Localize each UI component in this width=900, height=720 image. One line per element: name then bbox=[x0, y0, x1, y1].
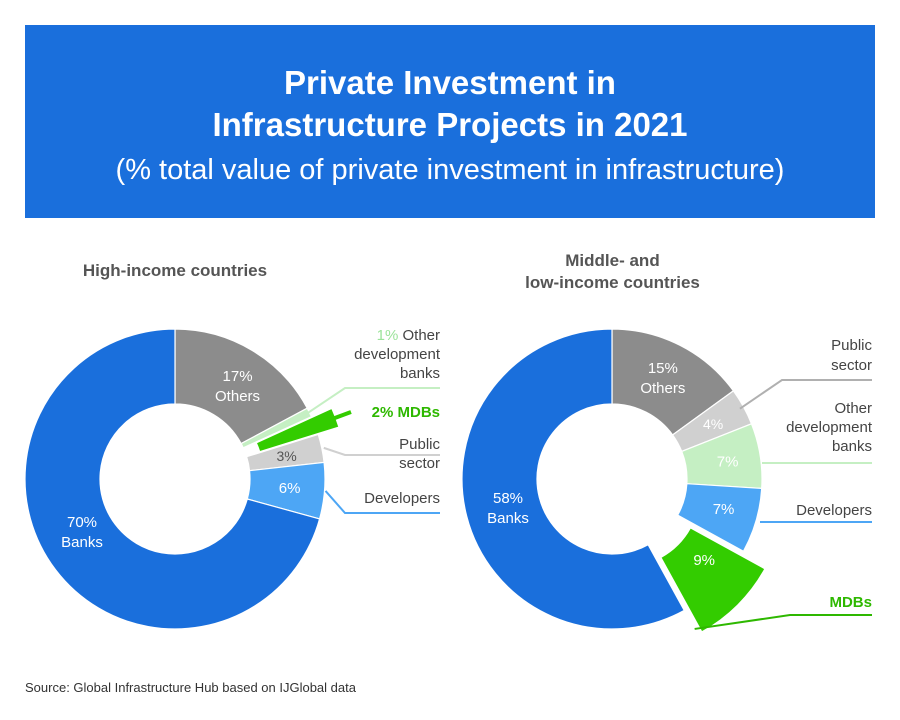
callout-public-sector-line1: Public bbox=[399, 436, 440, 453]
panel-title-line2: low-income countries bbox=[525, 273, 700, 292]
chart-title-line1: Private Investment in bbox=[284, 64, 616, 101]
label-name-banks: Banks bbox=[61, 534, 103, 551]
callout-other-dev-banks-line2: development bbox=[786, 419, 873, 436]
slice-mdbs bbox=[660, 527, 766, 633]
label-value-others: 17% bbox=[223, 368, 253, 385]
callout-developers: Developers bbox=[364, 490, 440, 507]
label-value-developers: 6% bbox=[279, 480, 301, 497]
label-value-banks: 58% bbox=[493, 490, 523, 507]
callout-public-sector-line1: Public bbox=[831, 337, 872, 354]
source-note: Source: Global Infrastructure Hub based … bbox=[25, 680, 356, 695]
label-value-banks: 70% bbox=[67, 514, 97, 531]
slice-other-development-banks bbox=[240, 407, 313, 449]
title-banner: Private Investment in Infrastructure Pro… bbox=[25, 25, 875, 218]
callout-line-public-sector bbox=[739, 379, 872, 410]
slice-banks bbox=[461, 328, 686, 630]
callout-other-dev-banks-line3: banks bbox=[400, 365, 440, 382]
callout-line-mdbs bbox=[333, 410, 352, 421]
callout-value-other-dev-banks: 1% bbox=[377, 327, 403, 344]
chart-title-line2: Infrastructure Projects in 2021 bbox=[212, 106, 688, 143]
label-value-public-sector: 3% bbox=[277, 448, 297, 464]
callout-other-dev-banks-line1: Other bbox=[834, 400, 872, 417]
slice-banks bbox=[24, 328, 321, 630]
label-name-banks: Banks bbox=[487, 510, 529, 527]
callout-line-public-sector bbox=[323, 446, 440, 456]
label-name-others: Others bbox=[215, 388, 260, 405]
callout-other-dev-banks-line3: banks bbox=[832, 438, 872, 455]
label-name-others: Others bbox=[640, 380, 685, 397]
label-value-public-sector: 4% bbox=[703, 416, 723, 432]
callout-public-sector-line2: sector bbox=[399, 455, 440, 472]
label-value-mdbs: 9% bbox=[693, 552, 715, 569]
panel-title-high-income: High-income countries bbox=[82, 261, 268, 280]
callout-line-mdbs bbox=[694, 614, 872, 630]
chart-subtitle: (% total value of private investment in … bbox=[115, 154, 785, 186]
donut-chart-middle-low-income: 15% Others 4% 7% 7% 9% 58% Banks Public sector Oth… bbox=[461, 328, 873, 633]
callout-other-dev-banks-line2: development bbox=[354, 346, 441, 363]
callout-developers: Developers bbox=[796, 502, 872, 519]
callout-other-dev-banks: 1% Other bbox=[377, 327, 440, 344]
panel-title-middle-low-income: Middle- and low-income countries bbox=[480, 250, 745, 294]
label-value-others: 15% bbox=[648, 360, 678, 377]
label-value-other-dev-banks: 7% bbox=[717, 453, 739, 470]
callout-mdbs: MDBs bbox=[829, 594, 872, 611]
panel-title-line1: Middle- and bbox=[565, 251, 660, 270]
slice-developers bbox=[676, 483, 763, 553]
callout-line-other-dev-banks bbox=[306, 387, 440, 415]
callout-line-developers bbox=[324, 490, 440, 514]
donut-chart-high-income: 17% Others 3% 6% 70% Banks 1% Other development… bbox=[24, 327, 441, 630]
label-value-developers: 7% bbox=[713, 501, 735, 518]
slice-mdbs bbox=[255, 407, 340, 453]
callout-public-sector-line2: sector bbox=[831, 357, 872, 374]
callout-mdbs: 2% MDBs bbox=[372, 404, 440, 421]
